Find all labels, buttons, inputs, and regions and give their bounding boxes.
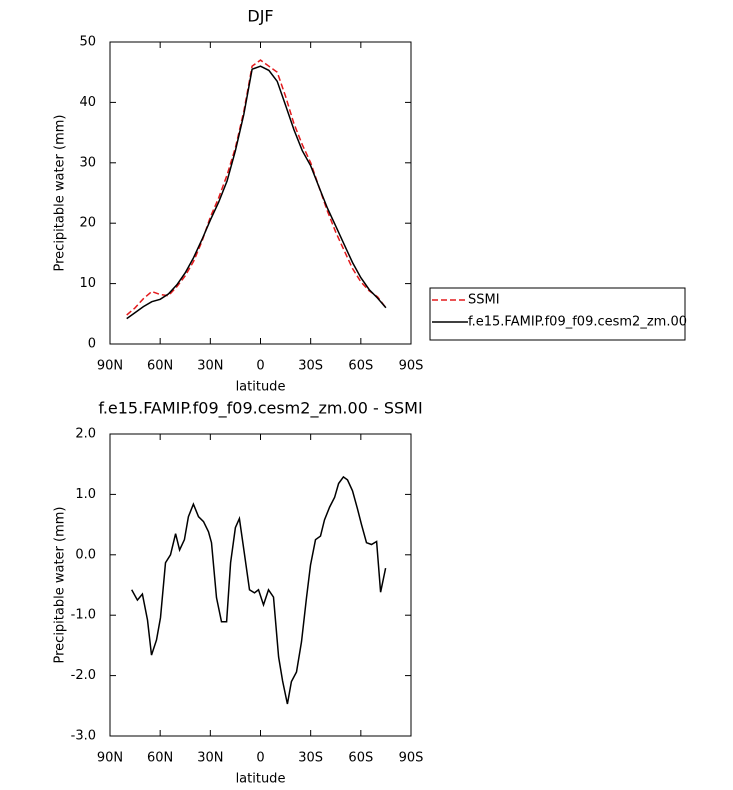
x-tick-label: 0 [256,751,264,766]
x-tick-label: 60N [147,359,173,374]
y-axis-label: Precipitable water (mm) [53,507,68,664]
y-tick-label: 30 [79,155,96,170]
y-tick-label: -3.0 [71,729,96,744]
y-tick-label: 50 [79,35,96,50]
x-tick-label: 90N [97,359,123,374]
legend-label: f.e15.FAMIP.f09_f09.cesm2_zm.00 [468,315,687,330]
y-tick-label: 1.0 [75,487,96,502]
x-axis-label: latitude [236,772,286,787]
legend-box [429,287,686,341]
plot-frame [109,433,412,737]
x-tick-label: 60S [348,359,373,374]
y-tick-label: 10 [79,276,96,291]
data-line [126,59,387,316]
x-tick-label: 30N [197,751,223,766]
y-tick-label: 0 [88,337,96,352]
legend-label: SSMI [468,293,500,308]
x-tick-label: 30S [298,751,323,766]
y-tick-label: 0.0 [75,547,96,562]
y-tick-label: 40 [79,95,96,110]
x-tick-label: 60N [147,751,173,766]
x-axis-label: latitude [236,380,286,395]
y-axis-label: Precipitable water (mm) [53,115,68,272]
y-tick-label: 2.0 [75,427,96,442]
x-tick-label: 0 [256,359,264,374]
chart-title: DJF [247,7,273,26]
x-tick-label: 90N [97,751,123,766]
x-tick-label: 30N [197,359,223,374]
x-tick-label: 30S [298,359,323,374]
data-line [131,475,387,705]
x-tick-label: 60S [348,751,373,766]
x-tick-label: 90S [399,751,424,766]
y-tick-label: -2.0 [71,668,96,683]
y-tick-label: 20 [79,216,96,231]
x-tick-label: 90S [399,359,424,374]
plot-frame [109,41,412,345]
chart-title: f.e15.FAMIP.f09_f09.cesm2_zm.00 - SSMI [98,399,422,419]
data-line [126,65,387,320]
y-tick-label: -1.0 [71,608,96,623]
